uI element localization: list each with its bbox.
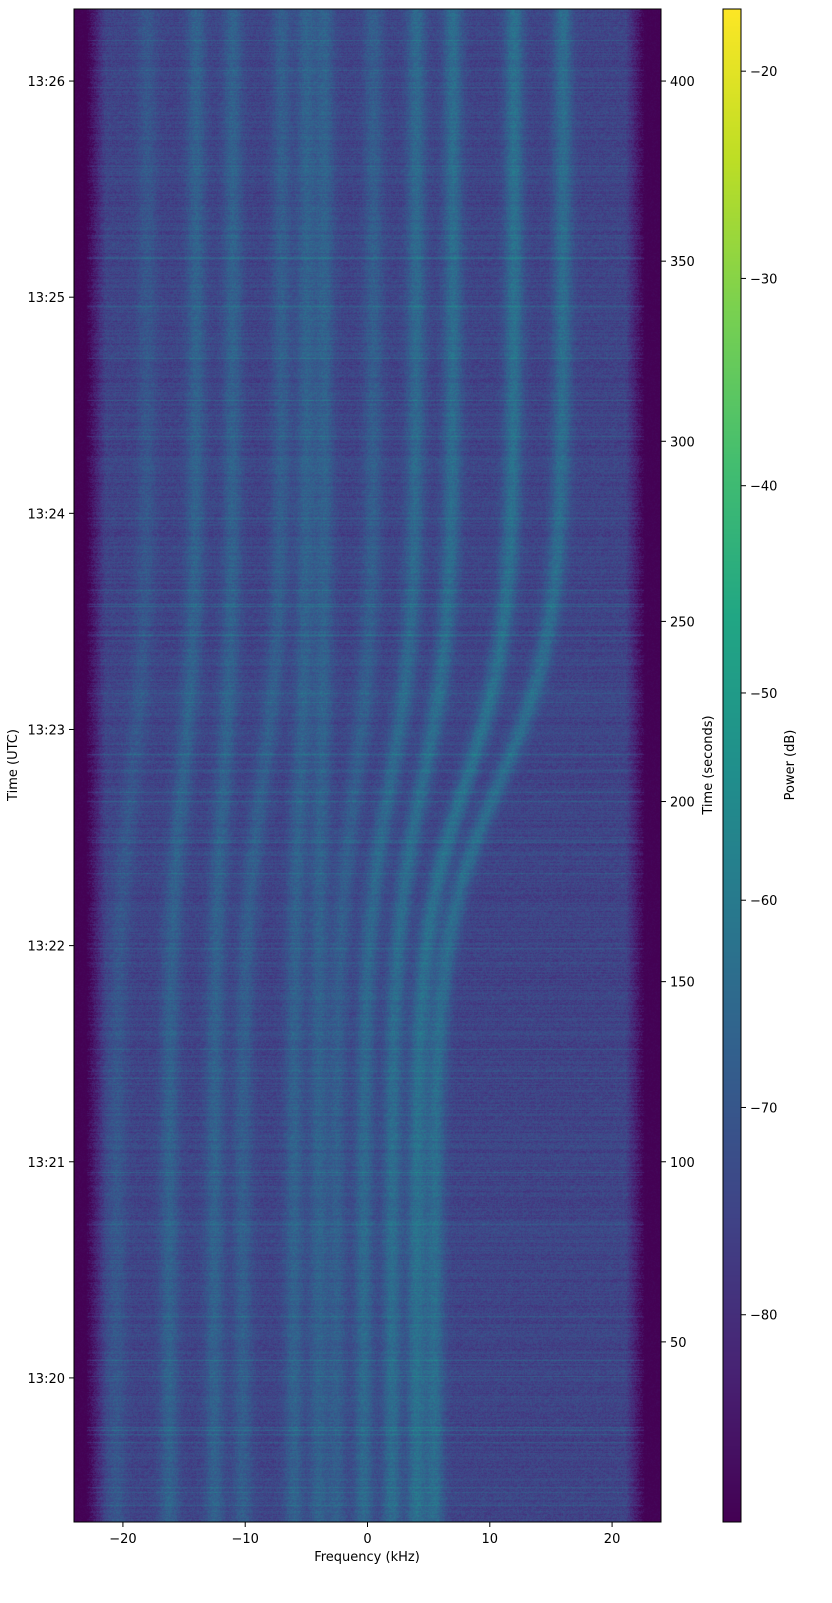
y-axis-left-label: Time (UTC) (6, 729, 21, 802)
x-tick-label: 0 (363, 1532, 371, 1547)
y-axis-seconds-ticks: 50 100 150 200 250 300 350 400 (661, 75, 695, 1351)
x-tick-label: −20 (109, 1532, 136, 1547)
y-utc-tick-label: 13:24 (28, 507, 65, 522)
colorbar-ticks: −20 −30 −40 −50 −60 −70 −80 (741, 65, 777, 1324)
y-seconds-tick-label: 200 (670, 796, 695, 811)
y-seconds-tick-label: 350 (670, 255, 695, 270)
colorbar-tick-label: −30 (750, 272, 777, 287)
y-utc-tick-label: 13:26 (28, 75, 65, 90)
colorbar-tick-label: −50 (750, 687, 777, 702)
y-seconds-tick-label: 400 (670, 75, 695, 90)
y-utc-tick-label: 13:23 (28, 723, 65, 738)
colorbar-tick-label: −80 (750, 1309, 777, 1324)
colorbar: −20 −30 −40 −50 −60 −70 −80 Power (dB) (722, 8, 798, 1523)
y-seconds-tick-label: 100 (670, 1156, 695, 1171)
y-seconds-tick-label: 250 (670, 615, 695, 630)
y-utc-tick-label: 13:20 (28, 1372, 65, 1387)
y-utc-tick-label: 13:21 (28, 1156, 65, 1171)
spectrogram-plot-area (73, 8, 662, 1523)
colorbar-label: Power (dB) (783, 730, 798, 801)
y-seconds-tick-label: 50 (670, 1336, 687, 1351)
spectrogram-image (74, 9, 661, 1522)
y-seconds-tick-label: 300 (670, 435, 695, 450)
x-tick-label: −10 (231, 1532, 258, 1547)
colorbar-frame (722, 8, 742, 1523)
colorbar-tick-label: −20 (750, 65, 777, 80)
y-utc-tick-label: 13:25 (28, 291, 65, 306)
x-axis-ticks: −20 −10 0 10 20 (109, 1522, 620, 1547)
colorbar-tick-label: −40 (750, 480, 777, 495)
colorbar-tick-label: −70 (750, 1101, 777, 1116)
y-axis-right-label: Time (seconds) (701, 715, 716, 815)
y-utc-tick-label: 13:22 (28, 940, 65, 955)
colorbar-tick-label: −60 (750, 894, 777, 909)
colorbar-gradient (723, 9, 741, 1522)
x-tick-label: 20 (604, 1532, 621, 1547)
y-axis-utc-ticks: 13:20 13:21 13:22 13:23 13:24 13:25 13:26 (28, 75, 74, 1387)
x-axis-label: Frequency (kHz) (314, 1550, 420, 1565)
x-tick-label: 10 (482, 1532, 499, 1547)
y-seconds-tick-label: 150 (670, 976, 695, 991)
